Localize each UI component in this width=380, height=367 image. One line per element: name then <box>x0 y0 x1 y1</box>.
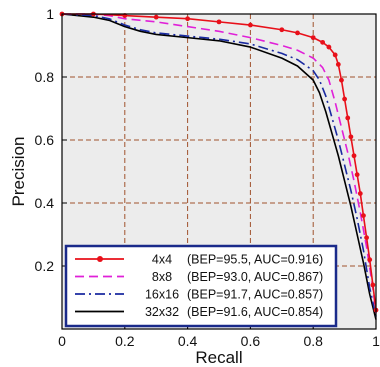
series-point-4x4 <box>335 62 341 67</box>
series-point-4x4 <box>348 134 354 140</box>
series-point-4x4 <box>339 77 344 83</box>
series-point-4x4 <box>357 191 363 196</box>
series-point-4x4 <box>185 16 191 22</box>
ticks: 0 0.2 0.4 0.6 0.8 1 0.2 0.4 0.6 0.8 1 <box>35 6 380 349</box>
y-tick-label: 0.2 <box>35 258 55 274</box>
series-point-4x4 <box>367 257 373 263</box>
series-point-4x4 <box>345 115 351 121</box>
series-point-4x4 <box>354 172 360 178</box>
series-line-32x32 <box>61 13 377 320</box>
legend-note: (BEP=95.5, AUC=0.916) <box>187 253 323 267</box>
series-point-4x4 <box>332 52 338 58</box>
legend-note: (BEP=91.7, AUC=0.857) <box>187 288 323 302</box>
series-layer <box>59 11 379 320</box>
y-axis-label: Precision <box>9 137 28 207</box>
legend-box <box>64 244 338 328</box>
series-point-4x4 <box>248 22 253 28</box>
series-point-4x4 <box>351 153 357 159</box>
series-line-16x16 <box>61 13 377 317</box>
x-axis-label: Recall <box>195 348 242 367</box>
series-point-4x4 <box>153 14 159 20</box>
series-point-4x4 <box>295 30 300 36</box>
series-point-4x4 <box>320 39 326 45</box>
series-point-4x4 <box>310 35 316 41</box>
series-point-4x4 <box>361 213 366 219</box>
x-tick-label: 0.2 <box>115 333 135 349</box>
x-tick-label: 0.8 <box>303 333 323 349</box>
y-tick-label: 0.8 <box>35 69 55 85</box>
series-point-4x4 <box>326 44 332 50</box>
x-tick-label: 0 <box>58 333 66 349</box>
legend-label: 4x4 <box>152 253 172 267</box>
legend-label: 16x16 <box>145 288 179 302</box>
x-tick-label: 0.6 <box>241 333 261 349</box>
y-tick-label: 0.4 <box>35 195 55 211</box>
series-point-4x4 <box>342 96 347 102</box>
series-line-4x4 <box>62 13 377 311</box>
legend-label: 32x32 <box>145 305 179 319</box>
plot-frame <box>61 13 377 330</box>
series-line-8x8 <box>62 13 377 314</box>
x-tick-label: 1 <box>372 333 380 349</box>
legend-marker-4x4 <box>97 256 103 262</box>
series-point-4x4 <box>279 27 285 33</box>
series-point-4x4 <box>364 235 369 241</box>
y-tick-label: 1 <box>46 6 54 22</box>
y-tick-label: 0.6 <box>35 132 55 148</box>
series-point-4x4 <box>370 282 376 288</box>
series-point-4x4 <box>216 19 222 25</box>
legend-note: (BEP=93.0, AUC=0.867) <box>187 270 323 284</box>
legend: 4x4 (BEP=95.5, AUC=0.916) 8x8 (BEP=93.0, AU… <box>64 244 338 328</box>
x-tick-label: 0.4 <box>178 333 198 349</box>
legend-label: 8x8 <box>152 270 172 284</box>
legend-note: (BEP=91.6, AUC=0.854) <box>187 305 323 319</box>
